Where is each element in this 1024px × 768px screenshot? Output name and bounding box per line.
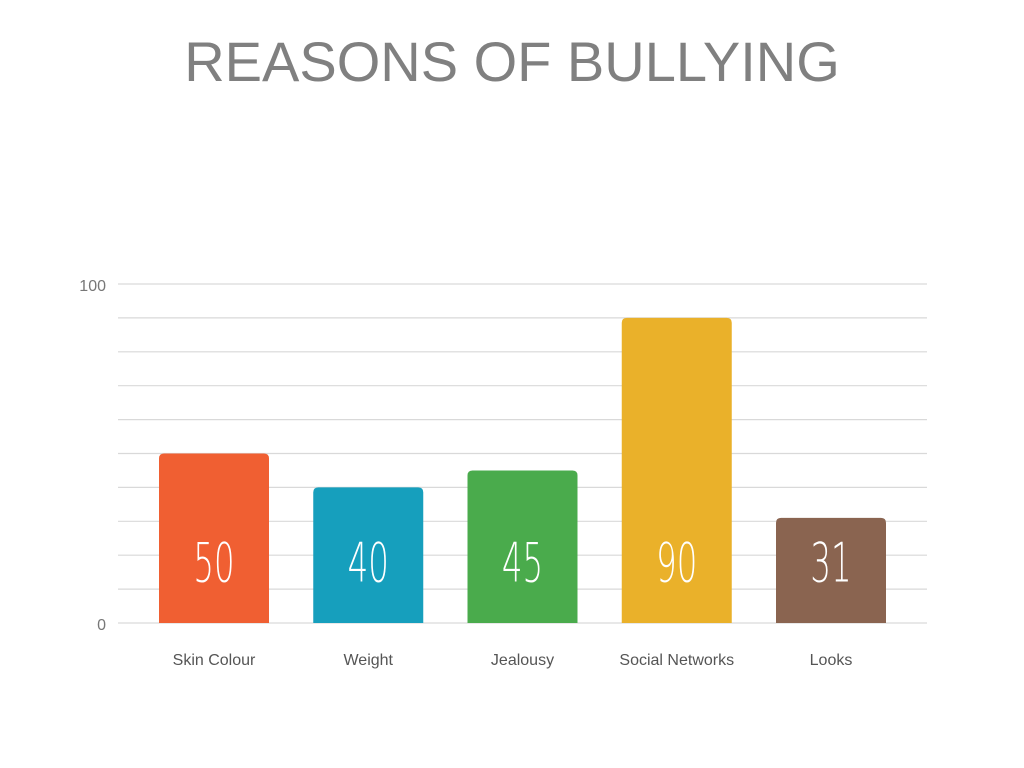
bar [776,517,886,623]
bar [621,317,732,623]
bar-value-label: 45 [502,533,543,595]
x-tick-label: Jealousy [491,652,554,669]
bar [313,487,424,623]
bar-value-label: 40 [348,533,389,595]
bar-value-label: 50 [193,533,234,595]
x-tick-label: Looks [810,652,853,669]
y-tick-label: 100 [79,278,106,295]
bar-value-label: 90 [656,533,697,595]
y-tick-label: 0 [97,617,106,634]
bar-value-label: 31 [810,533,851,595]
chart-title: REASONS OF BULLYING [184,30,840,93]
bar [467,470,578,623]
x-tick-label: Social Networks [619,652,734,669]
bar [159,453,269,623]
x-tick-label: Skin Colour [173,652,256,669]
x-tick-label: Weight [343,652,393,669]
